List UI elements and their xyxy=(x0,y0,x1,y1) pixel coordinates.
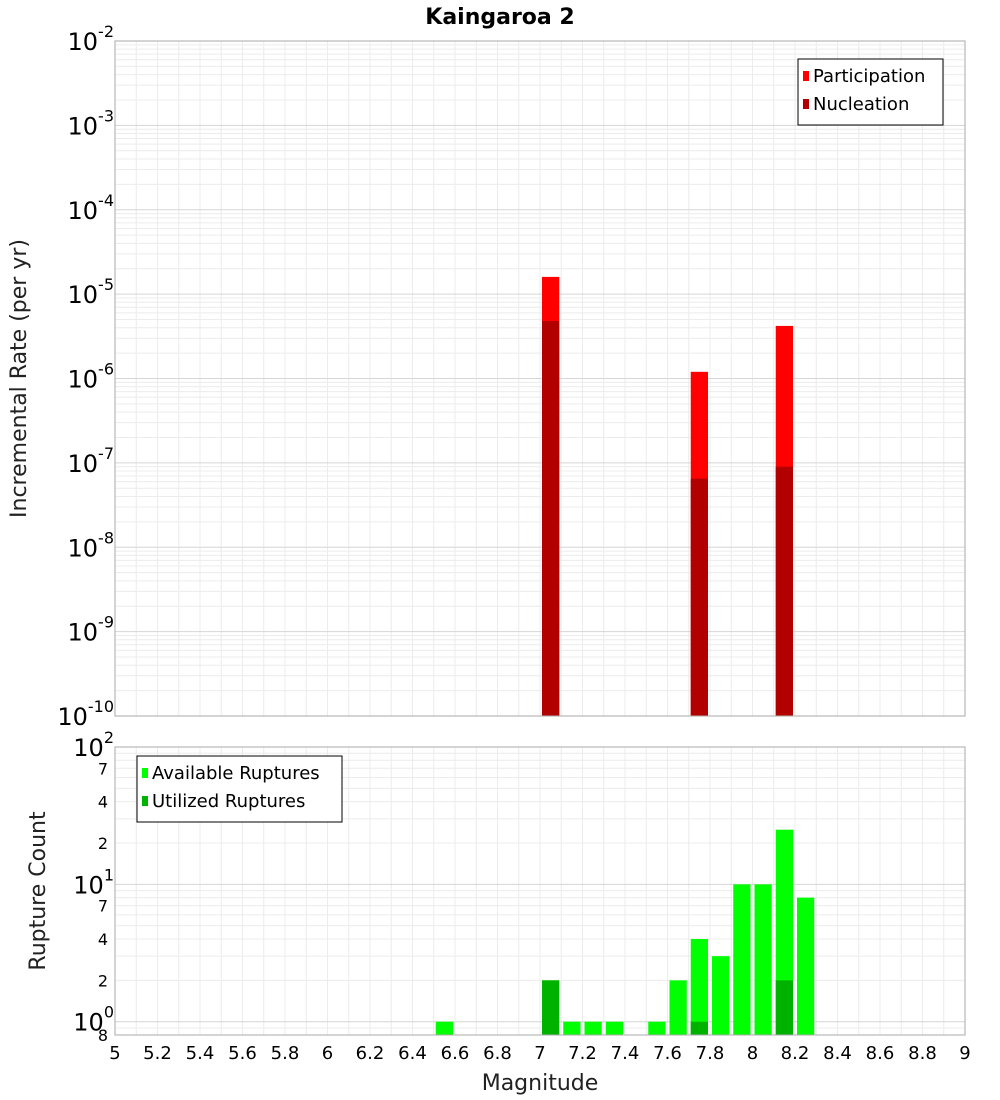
x-tick-label: 6 xyxy=(322,1043,333,1064)
y-tick-label: 10-4 xyxy=(68,191,115,225)
nucleation-bar xyxy=(690,478,708,716)
legend-label: Nucleation xyxy=(813,94,909,115)
x-tick-label: 6.6 xyxy=(441,1043,470,1064)
x-tick-label: 6.8 xyxy=(483,1043,512,1064)
y-tick-label: 10-3 xyxy=(68,106,115,140)
x-tick-label: 9 xyxy=(959,1043,970,1064)
rate-legend: Participation Nucleation xyxy=(797,58,944,126)
count-plot-bars xyxy=(435,829,815,1035)
available-ruptures-bar xyxy=(797,897,815,1035)
rate-plot-frame xyxy=(114,40,966,717)
legend-label: Participation xyxy=(813,66,925,87)
count-y-axis-label: Rupture Count xyxy=(26,811,51,971)
x-tick-label: 7.2 xyxy=(568,1043,597,1064)
nucleation-bar xyxy=(775,466,793,716)
nucleation-bar xyxy=(542,321,560,716)
x-tick-label: 7 xyxy=(534,1043,545,1064)
y-tick-label: 102 xyxy=(73,728,114,762)
x-tick-label: 5.4 xyxy=(186,1043,215,1064)
y-tick-label: 101 xyxy=(73,865,114,899)
available-ruptures-bar xyxy=(669,980,687,1035)
legend-label: Available Ruptures xyxy=(152,763,320,784)
x-tick-label: 8.4 xyxy=(823,1043,852,1064)
available-ruptures-bar xyxy=(584,1021,602,1035)
rate-y-ticks: 10-10 10-9 10-8 10-7 10-6 10-5 10-4 10-3 10-2 xyxy=(57,22,114,731)
x-tick-label: 6.2 xyxy=(356,1043,385,1064)
available-ruptures-bar xyxy=(754,884,772,1035)
legend-box xyxy=(136,755,343,823)
x-tick-label: 5.2 xyxy=(143,1043,172,1064)
y-tick-label: 7 xyxy=(98,897,108,916)
legend-label: Utilized Ruptures xyxy=(152,791,305,812)
y-tick-label: 7 xyxy=(98,759,108,778)
rate-plot-bars xyxy=(542,276,793,716)
count-plot-frame xyxy=(114,746,966,1036)
available-ruptures-bar xyxy=(605,1021,623,1035)
rate-plot: 10-10 10-9 10-8 10-7 10-6 10-5 10-4 10-3 10-2 In… xyxy=(7,22,966,731)
chart-title: Kaingaroa 2 xyxy=(425,5,574,30)
y-tick-label: 8 xyxy=(98,1026,108,1045)
x-tick-label: 5.6 xyxy=(228,1043,257,1064)
x-tick-label: 5 xyxy=(109,1043,120,1064)
x-ticks: 5 5.2 5.4 5.6 5.8 6 6.2 6.4 6.6 6.8 7 7.2 7.4 7.6 7.8 8… xyxy=(109,1043,970,1064)
available-ruptures-bar xyxy=(648,1021,666,1035)
x-tick-label: 8.2 xyxy=(781,1043,810,1064)
y-tick-label: 2 xyxy=(98,971,108,990)
available-ruptures-bar xyxy=(712,956,730,1035)
count-legend: Available Ruptures Utilized Ruptures xyxy=(136,755,343,823)
legend-swatch xyxy=(803,99,809,109)
y-tick-label: 10-10 xyxy=(57,697,114,731)
y-tick-label: 10-8 xyxy=(68,528,115,562)
available-ruptures-bar xyxy=(435,1021,453,1035)
utilized-ruptures-bar xyxy=(775,980,793,1035)
x-tick-label: 5.8 xyxy=(271,1043,300,1064)
legend-box xyxy=(797,58,944,126)
y-tick-label: 4 xyxy=(98,930,108,949)
x-tick-label: 8.6 xyxy=(866,1043,895,1064)
y-tick-label: 10-5 xyxy=(68,275,115,309)
available-ruptures-bar xyxy=(733,884,751,1035)
x-tick-label: 7.8 xyxy=(696,1043,725,1064)
y-tick-label: 100 xyxy=(73,1003,114,1037)
legend-swatch xyxy=(142,796,148,806)
legend-swatch xyxy=(142,768,148,778)
rate-plot-grid xyxy=(114,40,966,717)
x-axis-label: Magnitude xyxy=(482,1071,599,1096)
y-tick-label: 4 xyxy=(98,793,108,812)
x-tick-label: 8 xyxy=(747,1043,758,1064)
available-ruptures-bar xyxy=(690,939,708,1035)
y-tick-label: 10-7 xyxy=(68,444,115,478)
legend-swatch xyxy=(803,71,809,81)
y-tick-label: 10-2 xyxy=(68,22,115,56)
x-tick-label: 7.4 xyxy=(611,1043,640,1064)
y-tick-label: 10-9 xyxy=(68,613,115,647)
x-tick-label: 6.4 xyxy=(398,1043,427,1064)
x-tick-label: 8.8 xyxy=(908,1043,937,1064)
utilized-ruptures-bar xyxy=(542,980,560,1035)
y-tick-label: 10-6 xyxy=(68,360,115,394)
y-tick-label: 2 xyxy=(98,834,108,853)
available-ruptures-bar xyxy=(563,1021,581,1035)
rate-y-axis-label: Incremental Rate (per yr) xyxy=(7,239,32,518)
utilized-ruptures-bar xyxy=(690,1021,708,1035)
x-tick-label: 7.6 xyxy=(653,1043,682,1064)
